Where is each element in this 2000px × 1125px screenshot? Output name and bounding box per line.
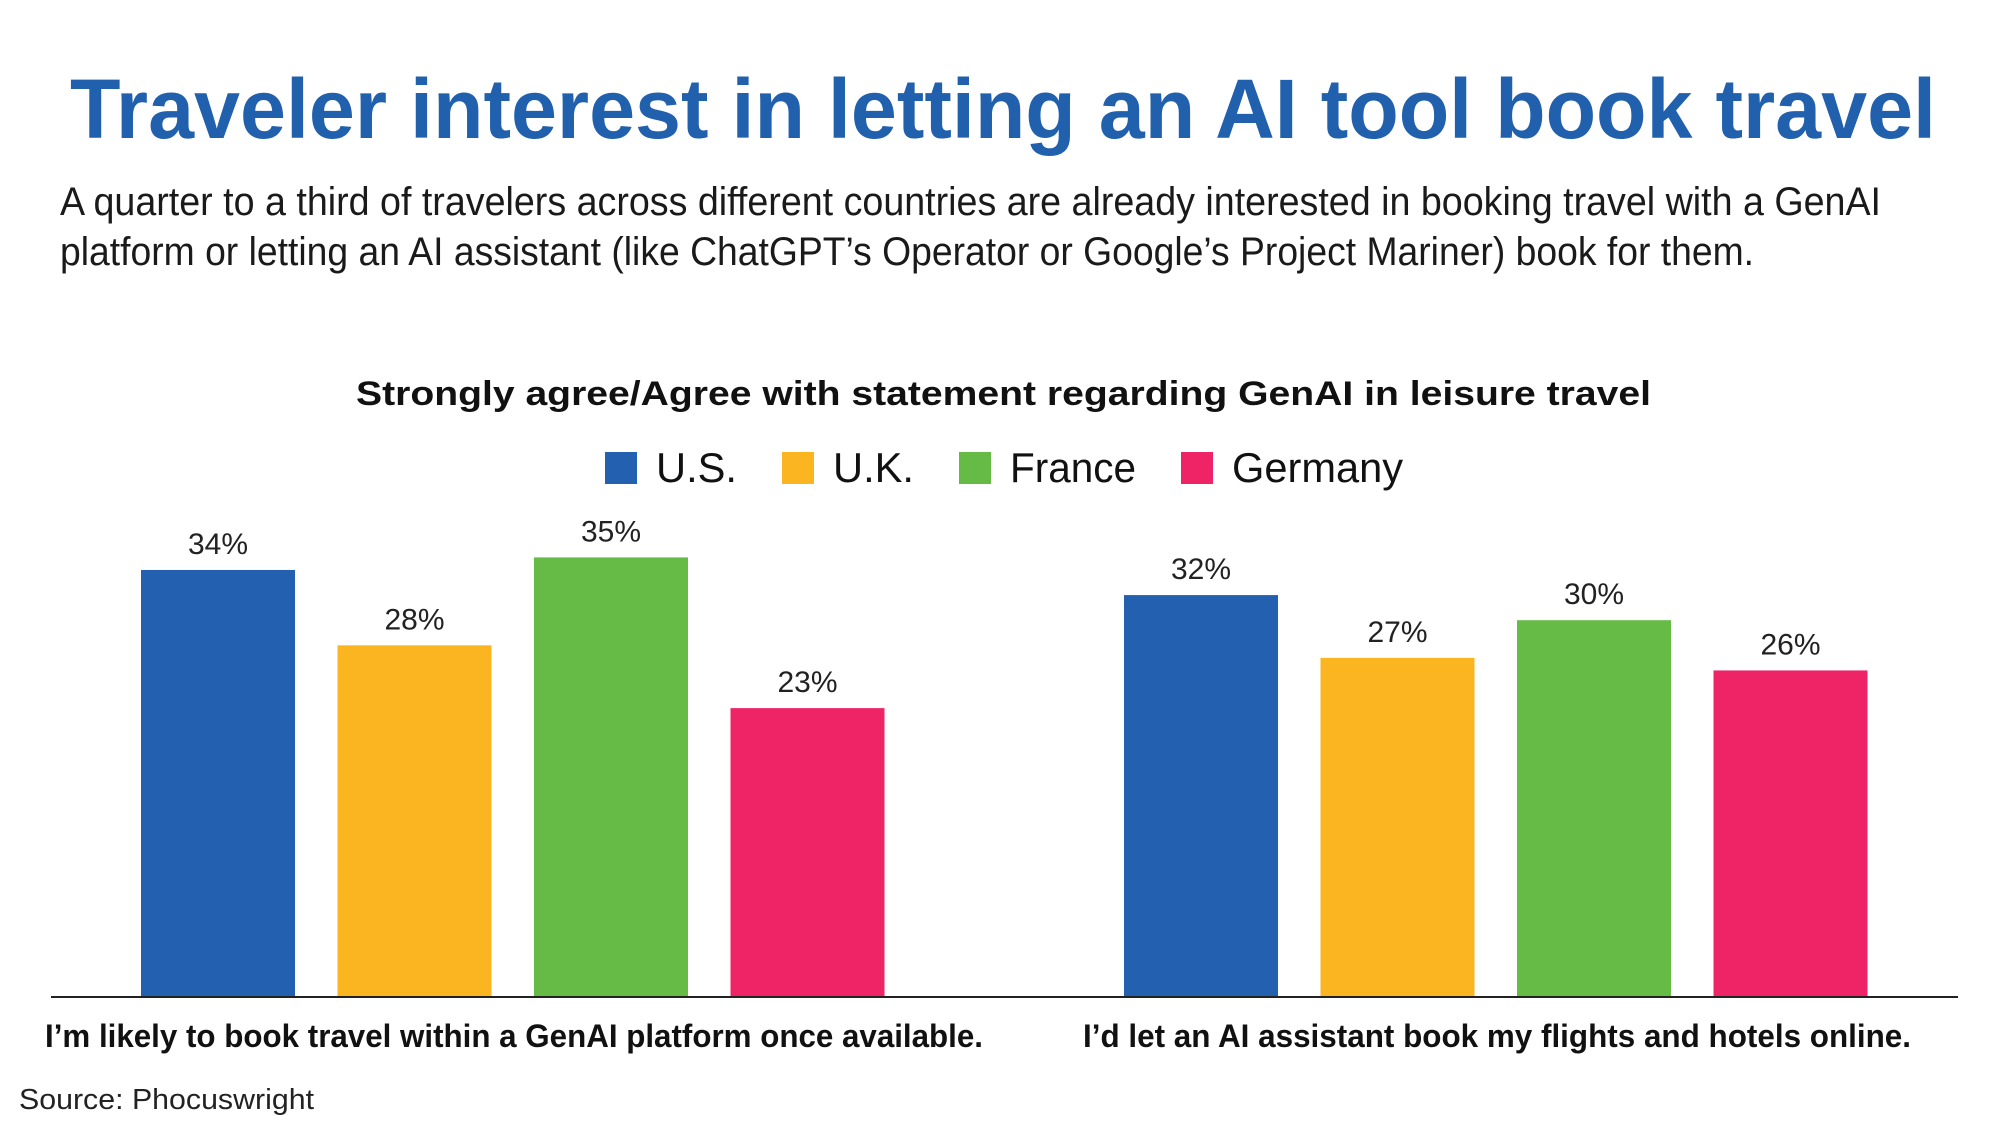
subtitle-line-2: platform or letting an AI assistant (lik… bbox=[60, 230, 1754, 274]
bar-2-germany bbox=[1713, 670, 1868, 997]
data-label-2-germany: 26% bbox=[1760, 628, 1820, 661]
category-label-2: I’d let an AI assistant book my flights … bbox=[1083, 1018, 1911, 1054]
chart-title: Strongly agree/Agree with statement rega… bbox=[356, 375, 1651, 413]
legend-swatch-france bbox=[959, 452, 991, 484]
chart-main-title: Traveler interest in letting an AI tool … bbox=[70, 62, 1936, 156]
bar-2-france bbox=[1517, 620, 1671, 997]
legend-swatch-germany bbox=[1181, 452, 1213, 484]
data-label-2-uk: 27% bbox=[1367, 616, 1427, 649]
legend-swatch-uk bbox=[782, 452, 814, 484]
source-note: Source: Phocuswright bbox=[19, 1084, 314, 1116]
subtitle-line-1: A quarter to a third of travelers across… bbox=[60, 180, 1881, 224]
legend-label-germany: Germany bbox=[1232, 444, 1403, 491]
bar-1-uk bbox=[337, 645, 492, 997]
bars: 34% 28% 35% 23% 32% 27% 30% 26% bbox=[141, 515, 1868, 997]
data-label-1-uk: 28% bbox=[384, 603, 444, 636]
legend-label-uk: U.K. bbox=[833, 444, 914, 491]
data-label-1-germany: 23% bbox=[777, 666, 837, 699]
legend-label-france: France bbox=[1010, 444, 1136, 491]
data-label-2-us: 32% bbox=[1171, 553, 1231, 586]
legend-swatch-us bbox=[605, 452, 637, 484]
bar-1-germany bbox=[730, 708, 885, 997]
category-label-1: I’m likely to book travel within a GenAI… bbox=[45, 1018, 983, 1054]
legend-label-us: U.S. bbox=[656, 444, 737, 491]
data-label-1-us: 34% bbox=[188, 528, 248, 561]
data-label-2-france: 30% bbox=[1564, 578, 1624, 611]
bar-1-france bbox=[534, 557, 688, 997]
legend: U.S. U.K. France Germany bbox=[605, 444, 1403, 491]
data-label-1-france: 35% bbox=[581, 515, 641, 548]
bar-2-us bbox=[1124, 595, 1278, 997]
bar-1-us bbox=[141, 569, 295, 997]
bar-2-uk bbox=[1320, 657, 1475, 997]
